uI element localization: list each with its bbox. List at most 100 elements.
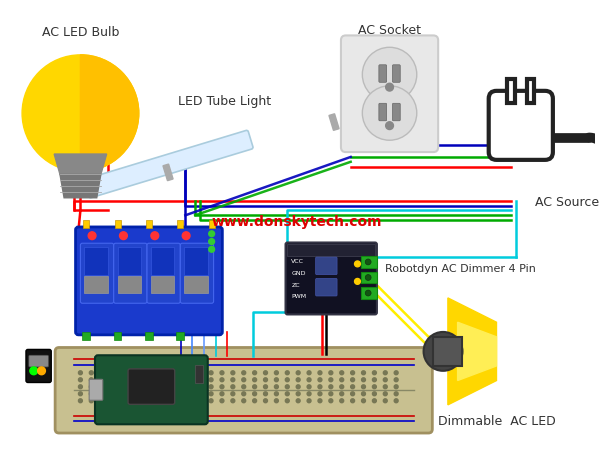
Bar	[117, 276, 141, 293]
Circle shape	[354, 261, 360, 267]
FancyBboxPatch shape	[341, 36, 438, 152]
Circle shape	[111, 399, 115, 403]
FancyBboxPatch shape	[392, 104, 400, 121]
Circle shape	[209, 231, 214, 237]
Circle shape	[386, 122, 393, 130]
Circle shape	[133, 392, 137, 396]
Circle shape	[383, 378, 387, 382]
Circle shape	[122, 399, 126, 403]
Circle shape	[318, 371, 322, 375]
Circle shape	[78, 371, 82, 375]
Text: AC LED Bulb: AC LED Bulb	[42, 26, 119, 39]
Circle shape	[296, 378, 300, 382]
Circle shape	[166, 399, 169, 403]
Circle shape	[362, 392, 365, 396]
Circle shape	[253, 371, 257, 375]
Circle shape	[209, 238, 214, 244]
Circle shape	[263, 371, 268, 375]
Circle shape	[166, 371, 169, 375]
Circle shape	[365, 259, 371, 265]
Bar	[145, 332, 153, 340]
Circle shape	[209, 399, 213, 403]
Circle shape	[383, 392, 387, 396]
Circle shape	[296, 392, 300, 396]
Circle shape	[144, 371, 148, 375]
Circle shape	[362, 47, 417, 102]
Polygon shape	[163, 164, 173, 180]
Circle shape	[133, 378, 137, 382]
Text: www.donskytech.com: www.donskytech.com	[212, 215, 382, 229]
Bar	[114, 332, 122, 340]
Bar	[195, 364, 203, 383]
Circle shape	[242, 392, 246, 396]
Circle shape	[307, 399, 311, 403]
Circle shape	[155, 392, 159, 396]
Circle shape	[231, 371, 235, 375]
Circle shape	[362, 371, 365, 375]
Circle shape	[151, 232, 159, 239]
Bar	[84, 247, 108, 275]
Bar	[527, 79, 535, 104]
Circle shape	[209, 392, 213, 396]
Circle shape	[318, 392, 322, 396]
Bar	[177, 332, 184, 340]
Circle shape	[394, 371, 398, 375]
Circle shape	[188, 371, 191, 375]
Circle shape	[383, 399, 387, 403]
Circle shape	[231, 399, 235, 403]
Circle shape	[285, 385, 289, 389]
Bar	[115, 220, 120, 228]
Circle shape	[373, 371, 376, 375]
Circle shape	[340, 392, 343, 396]
Circle shape	[188, 385, 191, 389]
Circle shape	[177, 392, 180, 396]
Circle shape	[365, 274, 371, 280]
Bar	[117, 247, 141, 275]
Bar	[361, 256, 377, 268]
Circle shape	[242, 385, 246, 389]
Circle shape	[242, 371, 246, 375]
Circle shape	[307, 378, 311, 382]
Circle shape	[340, 371, 343, 375]
Circle shape	[122, 371, 126, 375]
Bar	[507, 79, 515, 104]
Circle shape	[144, 378, 148, 382]
Circle shape	[253, 378, 257, 382]
Circle shape	[373, 385, 376, 389]
Circle shape	[89, 378, 93, 382]
Circle shape	[209, 378, 213, 382]
Circle shape	[394, 399, 398, 403]
Circle shape	[144, 399, 148, 403]
Bar	[177, 220, 183, 228]
FancyBboxPatch shape	[89, 379, 103, 400]
Circle shape	[177, 385, 180, 389]
Circle shape	[307, 371, 311, 375]
Text: Dimmable  AC LED: Dimmable AC LED	[437, 414, 555, 428]
Circle shape	[111, 371, 115, 375]
Circle shape	[166, 392, 169, 396]
Circle shape	[155, 371, 159, 375]
Circle shape	[122, 385, 126, 389]
Polygon shape	[60, 175, 101, 198]
Circle shape	[394, 392, 398, 396]
Circle shape	[285, 399, 289, 403]
Bar	[361, 287, 377, 299]
Circle shape	[351, 371, 354, 375]
Bar	[146, 220, 152, 228]
Circle shape	[296, 371, 300, 375]
Circle shape	[362, 399, 365, 403]
Text: GND: GND	[291, 271, 306, 276]
Circle shape	[365, 290, 371, 296]
Circle shape	[198, 399, 202, 403]
Circle shape	[220, 371, 224, 375]
Bar	[184, 276, 208, 293]
Circle shape	[373, 378, 376, 382]
FancyBboxPatch shape	[55, 347, 433, 433]
Circle shape	[89, 392, 93, 396]
FancyBboxPatch shape	[392, 65, 400, 82]
FancyBboxPatch shape	[285, 243, 377, 315]
Circle shape	[231, 385, 235, 389]
Circle shape	[111, 385, 115, 389]
Circle shape	[329, 399, 333, 403]
Circle shape	[198, 385, 202, 389]
